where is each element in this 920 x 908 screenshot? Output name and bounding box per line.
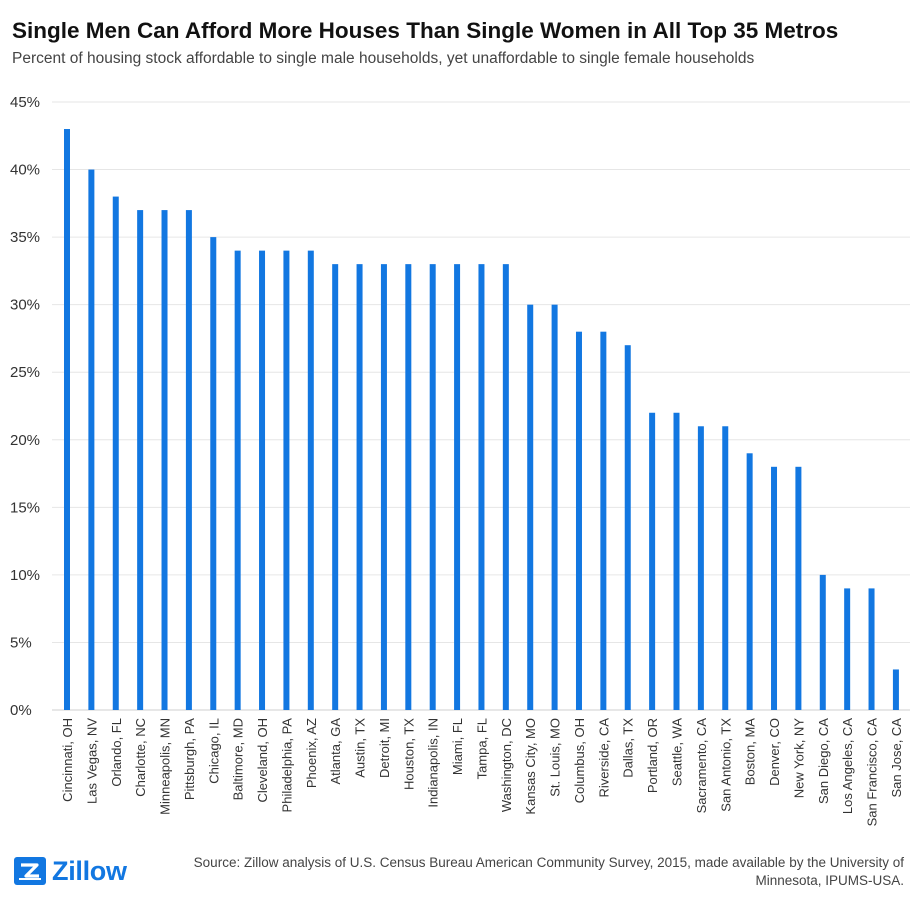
y-tick-label: 30% [10, 297, 40, 314]
bar [795, 466, 802, 710]
bar [868, 588, 875, 710]
x-tick-label: Chicago, IL [206, 718, 221, 784]
x-tick-label: Detroit, MI [377, 718, 392, 778]
chart-subtitle: Percent of housing stock affordable to s… [12, 50, 755, 67]
y-tick-label: 40% [10, 162, 40, 179]
x-tick-label: Charlotte, NC [133, 718, 148, 797]
bar [478, 264, 485, 710]
bar [380, 264, 387, 710]
bar [600, 331, 607, 710]
bar [332, 264, 339, 710]
bar [307, 250, 314, 710]
source-note: Source: Zillow analysis of U.S. Census B… [193, 855, 904, 888]
x-tick-label: Cincinnati, OH [60, 718, 75, 802]
x-tick-label: Minneapolis, MN [158, 718, 173, 815]
x-tick-label: San Diego, CA [816, 718, 831, 804]
zillow-logo: Zillow [14, 854, 127, 888]
y-tick-label: 45% [10, 94, 40, 111]
x-tick-label: Riverside, CA [596, 718, 611, 798]
bar [673, 412, 680, 710]
y-tick-label: 5% [10, 634, 32, 651]
bar [429, 264, 436, 710]
x-tick-label: Orlando, FL [109, 718, 124, 787]
bar [259, 250, 266, 710]
bar [697, 426, 704, 710]
bar [502, 264, 509, 710]
x-tick-label: Portland, OR [645, 718, 660, 793]
x-tick-label: Miami, FL [450, 718, 465, 775]
x-tick-label: Pittsburgh, PA [182, 718, 197, 800]
x-tick-label: New York, NY [791, 718, 806, 799]
x-tick-label: Philadelphia, PA [279, 718, 294, 813]
bar [185, 210, 192, 711]
bar [551, 304, 558, 710]
bar [112, 196, 119, 711]
bar [771, 466, 778, 710]
bar [892, 669, 899, 710]
bar [746, 453, 753, 710]
y-tick-label: 25% [10, 364, 40, 381]
y-tick-label: 35% [10, 229, 40, 246]
x-tick-label: San Antonio, TX [718, 718, 733, 812]
x-tick-label: Seattle, WA [670, 718, 685, 786]
x-tick-label: Phoenix, AZ [304, 718, 319, 788]
bar-chart: 0% 5% 10% 15% 20% 25% 30% 35% 40% 45% Cincinnati, … [10, 94, 910, 827]
bar [283, 250, 290, 710]
x-tick-label: Dallas, TX [621, 718, 636, 778]
chart-title: Single Men Can Afford More Houses Than S… [12, 18, 839, 43]
zillow-z-icon [14, 857, 46, 885]
x-tick-label: Sacramento, CA [694, 718, 709, 814]
y-tick-label: 15% [10, 499, 40, 516]
x-tick-label: Austin, TX [353, 718, 368, 778]
bar [161, 210, 168, 711]
bar [405, 264, 412, 710]
bar [819, 574, 826, 710]
x-tick-label: Tampa, FL [474, 718, 489, 779]
bar [844, 588, 851, 710]
x-tick-label: Las Vegas, NV [84, 718, 99, 804]
bar [356, 264, 363, 710]
y-tick-label: 10% [10, 567, 40, 584]
x-tick-label: Los Angeles, CA [840, 718, 855, 814]
x-tick-label: Washington, DC [499, 718, 514, 812]
bar [722, 426, 729, 710]
x-tick-label: San Francisco, CA [865, 718, 880, 827]
x-tick-label: Boston, MA [743, 718, 758, 786]
bar [88, 169, 95, 711]
x-tick-label: Indianapolis, IN [426, 718, 441, 808]
bar [624, 345, 631, 710]
bar [137, 210, 144, 711]
bar [575, 331, 582, 710]
x-tick-label: Baltimore, MD [231, 718, 246, 800]
bar [649, 412, 656, 710]
x-tick-label: St. Louis, MO [548, 718, 563, 797]
x-tick-label: Denver, CO [767, 718, 782, 786]
x-tick-label: Atlanta, GA [328, 718, 343, 785]
y-tick-label: 0% [10, 702, 32, 719]
bar [527, 304, 534, 710]
x-tick-label: Columbus, OH [572, 718, 587, 803]
logo-wordmark: Zillow [52, 855, 127, 886]
x-tick-label: Houston, TX [401, 718, 416, 790]
x-tick-label: San Jose, CA [889, 718, 904, 798]
bar [454, 264, 461, 710]
x-tick-label: Cleveland, OH [255, 718, 270, 803]
bar [64, 129, 70, 710]
bar [210, 237, 217, 710]
x-tick-label: Kansas City, MO [523, 718, 538, 815]
bar [234, 250, 241, 710]
y-tick-label: 20% [10, 432, 40, 449]
